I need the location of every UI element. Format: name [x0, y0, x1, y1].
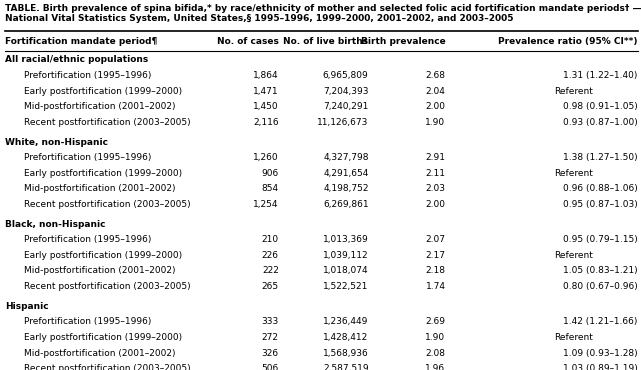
Text: 326: 326	[262, 349, 279, 357]
Text: 506: 506	[262, 364, 279, 370]
Text: 272: 272	[262, 333, 279, 342]
Text: Early postfortification (1999–2000): Early postfortification (1999–2000)	[24, 169, 183, 178]
Text: 854: 854	[262, 184, 279, 193]
Text: 2.00: 2.00	[426, 200, 445, 209]
Text: 222: 222	[262, 266, 279, 275]
Text: Recent postfortification (2003–2005): Recent postfortification (2003–2005)	[24, 282, 191, 291]
Text: 906: 906	[262, 169, 279, 178]
Text: Prefortification (1995–1996): Prefortification (1995–1996)	[24, 71, 152, 80]
Text: 2.03: 2.03	[426, 184, 445, 193]
Text: Recent postfortification (2003–2005): Recent postfortification (2003–2005)	[24, 364, 191, 370]
Text: National Vital Statistics System, United States,§ 1995–1996, 1999–2000, 2001–200: National Vital Statistics System, United…	[5, 14, 513, 23]
Text: 333: 333	[262, 317, 279, 326]
Text: 0.96 (0.88–1.06): 0.96 (0.88–1.06)	[563, 184, 638, 193]
Text: 265: 265	[262, 282, 279, 291]
Text: 1,568,936: 1,568,936	[323, 349, 369, 357]
Text: 1,428,412: 1,428,412	[323, 333, 369, 342]
Text: 4,198,752: 4,198,752	[323, 184, 369, 193]
Text: No. of live births: No. of live births	[283, 37, 369, 46]
Text: 0.98 (0.91–1.05): 0.98 (0.91–1.05)	[563, 102, 638, 111]
Text: 1,013,369: 1,013,369	[323, 235, 369, 244]
Text: 1.38 (1.27–1.50): 1.38 (1.27–1.50)	[563, 153, 638, 162]
Text: All racial/ethnic populations: All racial/ethnic populations	[5, 56, 148, 64]
Text: TABLE. Birth prevalence of spina bifida,* by race/ethnicity of mother and select: TABLE. Birth prevalence of spina bifida,…	[5, 4, 641, 13]
Text: Early postfortification (1999–2000): Early postfortification (1999–2000)	[24, 251, 183, 260]
Text: 1.03 (0.89–1.19): 1.03 (0.89–1.19)	[563, 364, 638, 370]
Text: 1.42 (1.21–1.66): 1.42 (1.21–1.66)	[563, 317, 638, 326]
Text: 2.00: 2.00	[426, 102, 445, 111]
Text: 7,240,291: 7,240,291	[323, 102, 369, 111]
Text: 0.95 (0.87–1.03): 0.95 (0.87–1.03)	[563, 200, 638, 209]
Text: Recent postfortification (2003–2005): Recent postfortification (2003–2005)	[24, 200, 191, 209]
Text: 1,864: 1,864	[253, 71, 279, 80]
Text: 2.08: 2.08	[426, 349, 445, 357]
Text: 1,254: 1,254	[253, 200, 279, 209]
Text: 0.80 (0.67–0.96): 0.80 (0.67–0.96)	[563, 282, 638, 291]
Text: Referent: Referent	[554, 87, 593, 95]
Text: 1.96: 1.96	[426, 364, 445, 370]
Text: 2.69: 2.69	[426, 317, 445, 326]
Text: 1,522,521: 1,522,521	[323, 282, 369, 291]
Text: 1.74: 1.74	[426, 282, 445, 291]
Text: 2.68: 2.68	[426, 71, 445, 80]
Text: 1,260: 1,260	[253, 153, 279, 162]
Text: 2.07: 2.07	[426, 235, 445, 244]
Text: 1.90: 1.90	[426, 118, 445, 127]
Text: Prefortification (1995–1996): Prefortification (1995–1996)	[24, 153, 152, 162]
Text: Mid-postfortification (2001–2002): Mid-postfortification (2001–2002)	[24, 102, 176, 111]
Text: 1,039,112: 1,039,112	[323, 251, 369, 260]
Text: 2.91: 2.91	[426, 153, 445, 162]
Text: White, non-Hispanic: White, non-Hispanic	[5, 138, 108, 147]
Text: 4,327,798: 4,327,798	[323, 153, 369, 162]
Text: 226: 226	[262, 251, 279, 260]
Text: 2,116: 2,116	[253, 118, 279, 127]
Text: 1.90: 1.90	[426, 333, 445, 342]
Text: 4,291,654: 4,291,654	[323, 169, 369, 178]
Text: 7,204,393: 7,204,393	[323, 87, 369, 95]
Text: Early postfortification (1999–2000): Early postfortification (1999–2000)	[24, 87, 183, 95]
Text: Prefortification (1995–1996): Prefortification (1995–1996)	[24, 235, 152, 244]
Text: 1,018,074: 1,018,074	[323, 266, 369, 275]
Text: 1,450: 1,450	[253, 102, 279, 111]
Text: 1.05 (0.83–1.21): 1.05 (0.83–1.21)	[563, 266, 638, 275]
Text: Mid-postfortification (2001–2002): Mid-postfortification (2001–2002)	[24, 184, 176, 193]
Text: 1.31 (1.22–1.40): 1.31 (1.22–1.40)	[563, 71, 638, 80]
Text: 1,236,449: 1,236,449	[323, 317, 369, 326]
Text: Referent: Referent	[554, 251, 593, 260]
Text: Recent postfortification (2003–2005): Recent postfortification (2003–2005)	[24, 118, 191, 127]
Text: Mid-postfortification (2001–2002): Mid-postfortification (2001–2002)	[24, 349, 176, 357]
Text: Black, non-Hispanic: Black, non-Hispanic	[5, 220, 106, 229]
Text: Early postfortification (1999–2000): Early postfortification (1999–2000)	[24, 333, 183, 342]
Text: 2.17: 2.17	[426, 251, 445, 260]
Text: Birth prevalence: Birth prevalence	[361, 37, 445, 46]
Text: 1,471: 1,471	[253, 87, 279, 95]
Text: Mid-postfortification (2001–2002): Mid-postfortification (2001–2002)	[24, 266, 176, 275]
Text: 2.18: 2.18	[426, 266, 445, 275]
Text: Fortification mandate period¶: Fortification mandate period¶	[5, 37, 158, 46]
Text: 2,587,519: 2,587,519	[323, 364, 369, 370]
Text: Prevalence ratio (95% CI**): Prevalence ratio (95% CI**)	[498, 37, 638, 46]
Text: 0.93 (0.87–1.00): 0.93 (0.87–1.00)	[563, 118, 638, 127]
Text: 1.09 (0.93–1.28): 1.09 (0.93–1.28)	[563, 349, 638, 357]
Text: 0.95 (0.79–1.15): 0.95 (0.79–1.15)	[563, 235, 638, 244]
Text: 210: 210	[262, 235, 279, 244]
Text: 2.04: 2.04	[426, 87, 445, 95]
Text: Referent: Referent	[554, 169, 593, 178]
Text: 6,965,809: 6,965,809	[323, 71, 369, 80]
Text: 2.11: 2.11	[426, 169, 445, 178]
Text: No. of cases: No. of cases	[217, 37, 279, 46]
Text: 6,269,861: 6,269,861	[323, 200, 369, 209]
Text: Referent: Referent	[554, 333, 593, 342]
Text: Hispanic: Hispanic	[5, 302, 49, 311]
Text: 11,126,673: 11,126,673	[317, 118, 369, 127]
Text: Prefortification (1995–1996): Prefortification (1995–1996)	[24, 317, 152, 326]
